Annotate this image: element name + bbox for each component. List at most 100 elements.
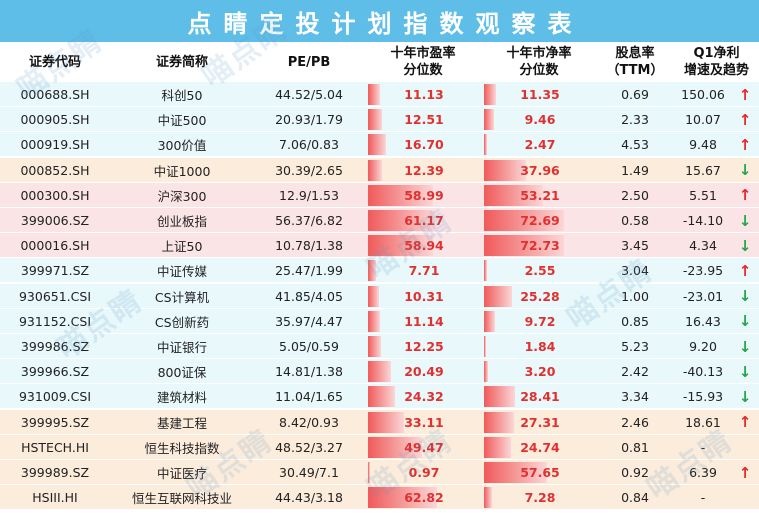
dividend-cell: 0.81	[621, 439, 649, 455]
name-cell: 上证50	[161, 239, 203, 255]
pb-percentile-bar	[484, 386, 516, 408]
pepb-cell: 5.05/0.59	[279, 339, 339, 354]
pe-percentile-value: 0.97	[408, 465, 440, 480]
code-cell: 000852.SH	[20, 162, 90, 178]
pb-percentile-value: 3.20	[524, 364, 556, 380]
dividend-cell: 2.50	[621, 187, 649, 203]
name-cell: 中证1000	[153, 163, 211, 179]
name-cell: 科创50	[161, 88, 203, 103]
arrow-down-icon: ↓	[738, 362, 752, 381]
dividend-cell: 1.49	[621, 162, 649, 178]
pe-percentile-value: 10.31	[404, 288, 444, 304]
pe-percentile-value: 7.71	[408, 263, 440, 279]
arrow-up-icon: ↑	[738, 261, 752, 280]
pepb-cell: 56.37/6.82	[275, 213, 343, 228]
code-cell: 930651.CSI	[18, 288, 92, 304]
table-row: 000905.SH 中证500 20.93/1.79 2.33 12.51 9.46 10.…	[0, 107, 759, 133]
pb-percentile-value: 25.28	[520, 288, 560, 304]
pb-percentile-bar	[484, 210, 564, 231]
pepb-cell: 14.81/1.38	[275, 364, 343, 380]
name-cell: 中证传媒	[156, 264, 207, 280]
header-q1-profit: Q1净利 增速及趋势	[683, 46, 749, 78]
name-cell: 创业板指	[156, 214, 207, 229]
name-cell: 恒生互联网科技业	[131, 491, 232, 507]
code-cell: 931152.CSI	[18, 313, 92, 329]
code-cell: HSTECH.HI	[21, 439, 89, 455]
pe-percentile-bar	[368, 487, 438, 509]
page-title: 点睛定投计划指数观察表	[187, 9, 584, 38]
name-cell: 中证500	[157, 113, 207, 129]
table-row: 399989.SZ 中证医疗 30.49/7.1 0.92 0.97 57.65 6.39 ↑	[0, 460, 759, 485]
arrow-up-icon: ↑	[738, 85, 752, 104]
pb-percentile-value: 37.96	[520, 162, 560, 178]
pepb-cell: 44.43/3.18	[275, 490, 343, 506]
pepb-cell: 35.97/4.47	[275, 313, 343, 329]
code-cell: 399966.SZ	[20, 364, 90, 380]
dividend-cell: 4.53	[621, 137, 649, 153]
table-row: 000919.SH 300价值 7.06/0.83 4.53 16.70 2.47 9.48…	[0, 132, 759, 158]
dividend-cell: 0.58	[621, 213, 649, 228]
code-cell: 399006.SZ	[20, 213, 90, 228]
table-row: 000300.SH 沪深300 12.9/1.53 2.50 58.99 53.21 5.5…	[0, 182, 759, 208]
pepb-cell: 20.93/1.79	[275, 112, 343, 128]
pb-percentile-value: 1.84	[524, 339, 556, 354]
pe-percentile-bar	[368, 210, 436, 231]
pb-percentile-value: 9.46	[524, 112, 556, 128]
dividend-cell: 3.04	[621, 263, 649, 279]
q1-profit-cell: 150.06	[681, 87, 725, 102]
pe-percentile-value: 58.99	[404, 187, 444, 203]
pb-percentile-value: 72.69	[520, 213, 560, 228]
code-cell: 000016.SH	[20, 238, 90, 254]
pb-percentile-value: 53.21	[520, 187, 560, 203]
table-row: 399995.SZ 基建工程 8.42/0.93 2.46 33.11 27.31 18.6…	[0, 409, 759, 435]
arrow-up-icon: ↑	[738, 135, 752, 154]
pe-percentile-bar	[368, 184, 433, 206]
pepb-cell: 41.85/4.05	[275, 288, 343, 304]
pe-percentile-bar	[368, 260, 377, 282]
code-cell: 399989.SZ	[20, 465, 90, 480]
pepb-cell: 44.52/5.04	[275, 87, 343, 102]
pb-percentile-bar	[484, 487, 492, 509]
pepb-cell: 30.49/7.1	[279, 465, 339, 480]
pb-percentile-bar	[484, 109, 495, 131]
pe-percentile-bar	[368, 462, 370, 483]
header-pe-percentile: 十年市盈率 分位数	[390, 46, 456, 78]
table-row: 399986.SZ 中证银行 5.05/0.59 5.23 12.25 1.84 9.20 ↓	[0, 334, 759, 359]
header-pepb: PE/PB	[287, 54, 331, 70]
table-row: 931152.CSI CS创新药 35.97/4.47 0.85 11.14 9.72 16…	[0, 308, 759, 334]
code-cell: 399995.SZ	[20, 414, 90, 430]
arrow-down-icon: ↓	[738, 312, 752, 331]
header-dividend: 股息率 （TTM）	[606, 46, 664, 78]
pe-percentile-value: 11.14	[404, 313, 444, 329]
pe-percentile-value: 12.51	[404, 112, 444, 128]
pe-percentile-value: 61.17	[404, 213, 444, 228]
q1-profit-cell: 9.48	[689, 137, 717, 153]
pb-percentile-bar	[484, 361, 488, 383]
title-bar: 点睛定投计划指数观察表	[0, 0, 759, 42]
pe-percentile-bar	[368, 235, 433, 257]
name-cell: 建筑材料	[156, 390, 207, 406]
arrow-up-icon: ↑	[738, 463, 752, 482]
name-cell: 中证银行	[156, 340, 207, 355]
pe-percentile-bar	[368, 310, 381, 332]
pe-percentile-bar	[368, 386, 395, 408]
arrow-down-icon: ↓	[738, 387, 752, 406]
pb-percentile-value: 2.47	[524, 137, 556, 153]
pb-percentile-value: 7.28	[524, 490, 556, 506]
dividend-cell: 1.00	[621, 288, 649, 304]
pe-percentile-bar	[368, 336, 382, 357]
q1-profit-cell: 10.07	[685, 112, 721, 128]
name-cell: 800证保	[157, 365, 207, 381]
arrow-down-icon: ↓	[738, 287, 752, 306]
pb-percentile-bar	[484, 462, 548, 483]
q1-profit-cell: -40.13	[682, 364, 724, 380]
pb-percentile-bar	[484, 411, 515, 433]
code-cell: 399971.SZ	[20, 263, 90, 279]
code-cell: 000919.SH	[20, 137, 90, 153]
q1-profit-cell: 9.20	[689, 339, 717, 354]
pb-percentile-value: 2.55	[524, 263, 556, 279]
dividend-cell: 2.42	[621, 364, 649, 380]
code-cell: 000300.SH	[20, 187, 90, 203]
pb-percentile-bar	[484, 235, 564, 257]
table-row: 399966.SZ 800证保 14.81/1.38 2.42 20.49 3.20 -40…	[0, 359, 759, 385]
